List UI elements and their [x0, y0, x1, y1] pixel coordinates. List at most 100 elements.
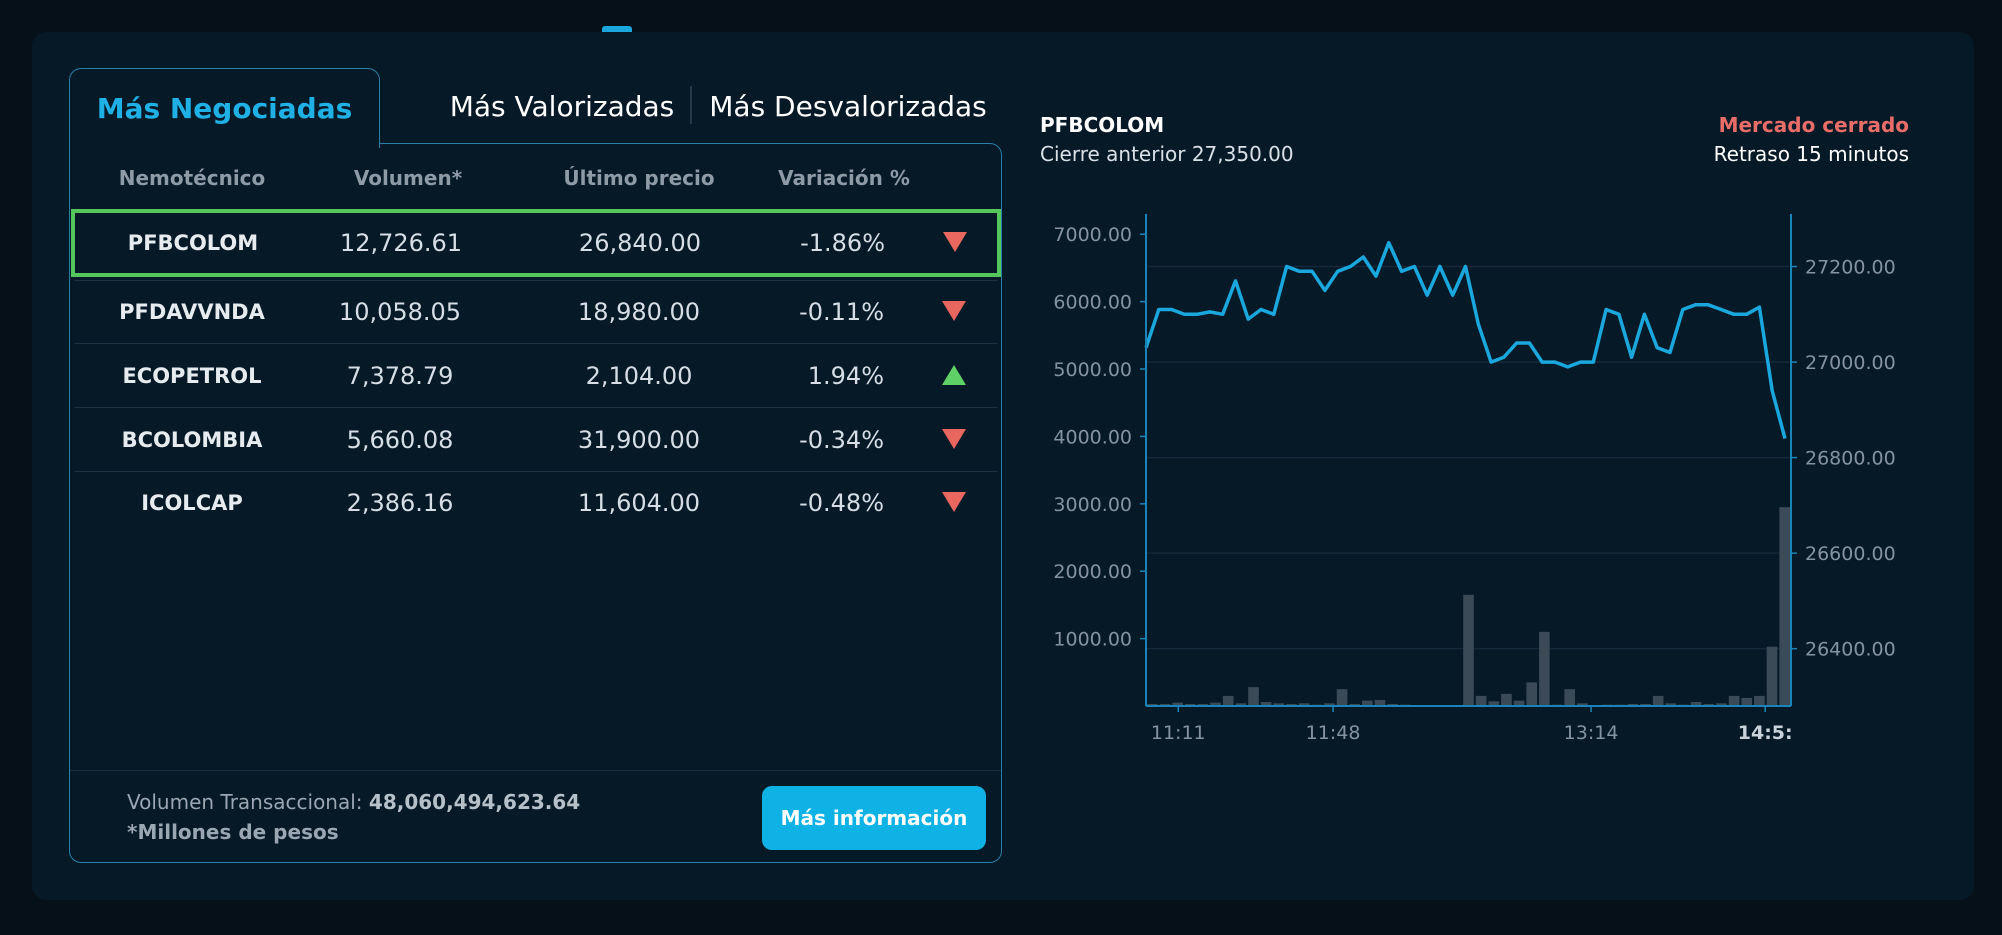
symbol-cell: ECOPETROL — [122, 364, 262, 388]
volume-bar — [1235, 703, 1247, 706]
volume-bar — [1741, 697, 1753, 706]
volume-bar — [1564, 689, 1575, 706]
left-tick-label: 4000.00 — [1053, 426, 1132, 448]
variation-cell: -0.34% — [774, 408, 994, 472]
volume-bar — [1513, 700, 1525, 706]
volume-cell: 10,058.05 — [338, 298, 462, 326]
volume-bar — [1766, 646, 1778, 706]
right-tick-label: 26800.00 — [1805, 448, 1896, 470]
volume-bar — [1248, 687, 1259, 706]
volume-bar — [1222, 695, 1234, 706]
volume-cell: 5,660.08 — [346, 426, 454, 454]
volume-bar — [1627, 703, 1639, 706]
table-row[interactable]: PFBCOLOM 12,726.61 26,840.00 -1.86% — [71, 209, 1001, 277]
market-panel — [32, 32, 1974, 900]
top-accent-indicator — [602, 26, 632, 34]
footer-divider — [70, 770, 1001, 771]
volume-bar — [1690, 701, 1702, 706]
delay-notice: Retraso 15 minutos — [1713, 142, 1909, 166]
volume-bar — [1298, 703, 1310, 706]
variation-cell: -1.86% — [775, 213, 995, 273]
volume-bar — [1577, 703, 1588, 706]
market-status: Mercado cerrado — [1718, 113, 1909, 137]
volume-bar — [1501, 693, 1512, 706]
volume-bar — [1336, 689, 1348, 706]
volume-bar — [1703, 703, 1715, 706]
variation-value: -0.11% — [799, 298, 884, 326]
volume-bar — [1526, 682, 1538, 706]
row-divider — [74, 343, 998, 344]
symbol-cell: BCOLOMBIA — [121, 428, 263, 452]
right-tick-label: 26400.00 — [1805, 639, 1896, 661]
left-tick-label: 5000.00 — [1053, 359, 1132, 381]
header-ultimo-precio: Último precio — [563, 166, 715, 190]
volume-bar — [1210, 702, 1221, 706]
stocks-table-container — [69, 143, 1002, 863]
left-tick-label: 6000.00 — [1053, 292, 1132, 314]
row-divider — [74, 471, 998, 472]
volume-bar — [1324, 703, 1335, 706]
x-tick-label: 14:5: — [1738, 722, 1793, 744]
price-line — [1144, 240, 1787, 439]
volume-bar — [1172, 702, 1183, 706]
units-note: *Millones de pesos — [127, 820, 339, 844]
variation-value: -0.48% — [799, 489, 884, 517]
volume-bar — [1539, 631, 1550, 706]
price-cell: 31,900.00 — [577, 426, 701, 454]
arrow-down-icon — [942, 301, 966, 321]
volume-bar — [1159, 703, 1171, 706]
volume-bar — [1197, 703, 1209, 706]
volume-bar — [1286, 703, 1297, 706]
volume-bar — [1184, 703, 1196, 706]
right-tick-label: 27200.00 — [1805, 257, 1896, 279]
volume-cell: 2,386.16 — [346, 489, 454, 517]
previous-close: Cierre anterior 27,350.00 — [1040, 142, 1294, 166]
volume-cell: 12,726.61 — [339, 229, 463, 257]
volume-bar — [1362, 700, 1373, 706]
price-volume-chart: 1000.00 2000.00 3000.00 4000.00 5000.00 6000.… — [1053, 214, 1896, 744]
transaction-volume-value: 48,060,494,623.64 — [368, 790, 581, 814]
symbol-cell: PFBCOLOM — [127, 231, 259, 255]
volume-bar — [1387, 703, 1398, 706]
volume-cell: 7,378.79 — [346, 362, 454, 390]
variation-cell: -0.48% — [774, 471, 994, 535]
symbol-cell: PFDAVVNDA — [119, 300, 265, 324]
price-cell: 26,840.00 — [578, 229, 702, 257]
volume-bar — [1488, 701, 1500, 706]
right-tick-label: 26600.00 — [1805, 543, 1896, 565]
volume-bar — [1147, 703, 1158, 706]
volume-bar — [1754, 695, 1765, 706]
volume-bar — [1652, 695, 1664, 706]
left-tick-label: 3000.00 — [1053, 494, 1132, 516]
price-cell: 18,980.00 — [577, 298, 701, 326]
tab-mas-negociadas[interactable]: Más Negociadas — [69, 68, 380, 148]
left-tick-label: 1000.00 — [1053, 629, 1132, 651]
tab-mas-valorizadas[interactable]: Más Valorizadas — [449, 89, 675, 123]
more-info-button[interactable]: Más información — [762, 786, 986, 850]
table-row[interactable]: PFDAVVNDA 10,058.05 18,980.00 -0.11% — [74, 280, 998, 344]
row-divider — [74, 280, 998, 281]
variation-cell: 1.94% — [774, 344, 994, 408]
transaction-volume: Volumen Transaccional: 48,060,494,623.64 — [127, 790, 580, 814]
volume-bar — [1779, 507, 1790, 706]
volume-bar — [1640, 703, 1651, 706]
left-tick-label: 7000.00 — [1053, 224, 1132, 246]
tab-mas-desvalorizadas[interactable]: Más Desvalorizadas — [709, 89, 987, 123]
arrow-down-icon — [943, 232, 967, 252]
left-tick-label: 2000.00 — [1053, 561, 1132, 583]
volume-bar — [1374, 699, 1386, 706]
price-cell: 11,604.00 — [577, 489, 701, 517]
price-cell: 2,104.00 — [585, 362, 693, 390]
header-variacion: Variación % — [778, 166, 910, 190]
arrow-down-icon — [942, 492, 966, 512]
header-volumen: Volumen* — [353, 166, 463, 190]
tab-divider — [690, 86, 692, 124]
table-row[interactable]: BCOLOMBIA 5,660.08 31,900.00 -0.34% — [74, 408, 998, 472]
table-row[interactable]: ECOPETROL 7,378.79 2,104.00 1.94% — [74, 344, 998, 408]
volume-bar — [1475, 695, 1487, 706]
x-tick-label: 11:11 — [1151, 722, 1206, 744]
symbol-cell: ICOLCAP — [141, 491, 243, 515]
volume-bar — [1463, 594, 1474, 706]
table-row[interactable]: ICOLCAP 2,386.16 11,604.00 -0.48% — [74, 471, 998, 535]
variation-value: -0.34% — [799, 426, 884, 454]
